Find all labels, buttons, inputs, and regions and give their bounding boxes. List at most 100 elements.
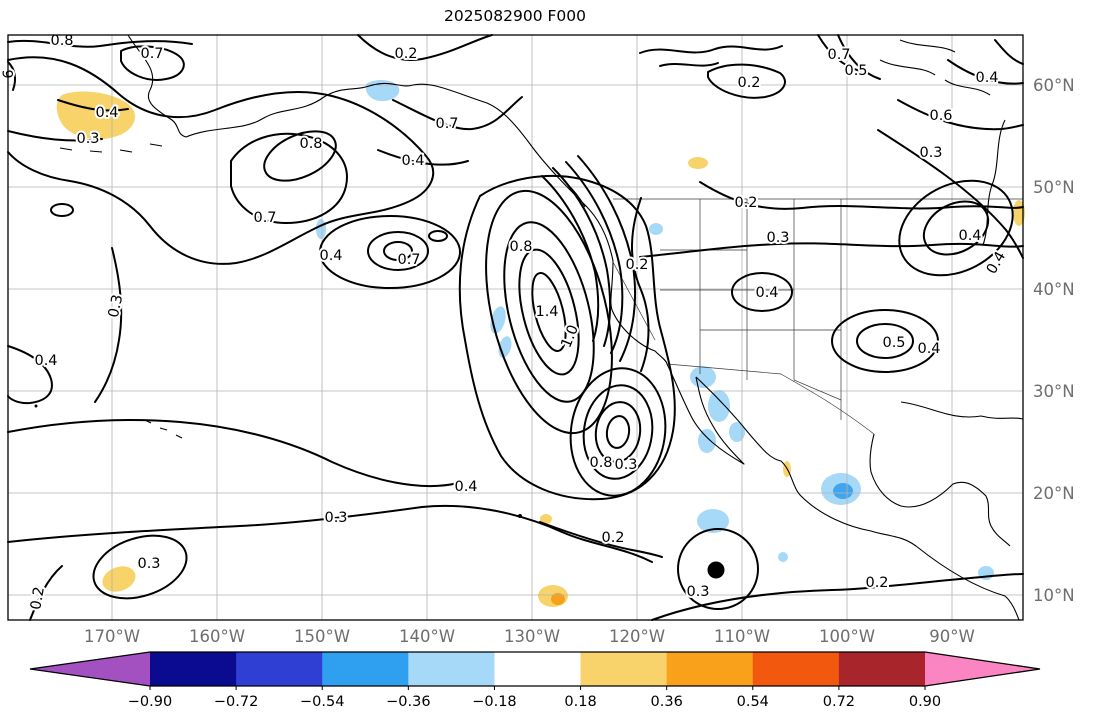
contour-labels: 0.860.7 0.20.40.3 0.80.70.40.70.4 0.70.80.2…	[0, 31, 1011, 613]
lat-tick-label: 10°N	[1033, 586, 1075, 605]
contour-label: 0.3	[766, 230, 789, 246]
gridlines	[8, 35, 1023, 620]
contour-label: 0.3	[137, 556, 160, 572]
contour-line	[458, 174, 676, 501]
contour-label: 0.7	[827, 47, 850, 63]
contour-line	[7, 39, 193, 48]
contour-label: 0.8	[50, 33, 73, 49]
contour-label: 0.2	[865, 575, 888, 591]
lat-tick-label: 60°N	[1033, 76, 1075, 95]
lon-tick-label: 170°W	[84, 627, 140, 646]
contour-line	[651, 573, 1024, 621]
coastline-mexico-pacific	[695, 376, 1020, 621]
contour-line	[631, 197, 650, 372]
shaded-region-negative	[697, 509, 729, 533]
colorbar-extend-left	[30, 652, 150, 686]
coastline-arctic-islands	[879, 39, 991, 96]
contour-line	[7, 61, 17, 91]
colorbar-tick-label: 0.18	[564, 694, 596, 710]
contour-label: 0.4	[34, 353, 57, 369]
contour-line	[357, 34, 493, 61]
contour-line	[605, 415, 631, 449]
lon-tick-label: 150°W	[294, 627, 350, 646]
contour-label: 0.2	[28, 586, 48, 611]
contour-line	[707, 63, 786, 99]
colorbar-segment	[236, 652, 323, 686]
contour-line	[50, 203, 74, 217]
contour-label: 0.2	[394, 46, 417, 62]
contour-line	[639, 242, 1024, 258]
contour-label: 0.8	[509, 239, 532, 255]
contour-label: 0.2	[737, 75, 760, 91]
colorbar-tick-label: 0.54	[737, 694, 769, 710]
contour-line	[699, 181, 1024, 210]
contour-label: 6	[1, 69, 17, 78]
shaded-region-negative	[729, 422, 745, 442]
contour-line	[7, 345, 53, 405]
contour-line	[94, 247, 123, 403]
contour-label: 0.3	[614, 457, 637, 473]
contour-line	[994, 39, 1024, 65]
contour-label: 0.7	[435, 116, 458, 132]
contour-line	[837, 34, 881, 80]
coastline-gulf-of-mexico	[869, 433, 1011, 547]
shaded-region-positive	[540, 514, 552, 524]
contour-line	[120, 45, 185, 81]
contour-line	[319, 215, 461, 289]
point-marker-dot	[707, 561, 725, 579]
colorbar-tick-label: 0.90	[909, 694, 941, 710]
contour-line	[569, 367, 667, 497]
contour-line	[594, 401, 642, 463]
contour-line	[659, 62, 719, 67]
contour-line	[7, 56, 435, 265]
colorbar-segment	[322, 652, 409, 686]
contour-line	[29, 565, 63, 621]
colorbar-tick-label: 0.72	[823, 694, 855, 710]
shaded-region-negative	[778, 552, 788, 562]
contour-line	[57, 99, 129, 112]
contour-label: 0.5	[882, 335, 905, 351]
contour-label: 0.3	[324, 510, 347, 526]
contour-label: 0.4	[454, 479, 477, 495]
lon-tick-label: 90°W	[929, 627, 975, 646]
colorbar: −0.90 −0.72 −0.54 −0.36 −0.18 0.18 0.36 0.54 0.7…	[29, 651, 1041, 710]
colorbar-segment	[752, 652, 840, 686]
lat-tick-label: 30°N	[1033, 382, 1075, 401]
contour-line	[898, 179, 1014, 277]
contour-line	[485, 189, 613, 435]
contour-label: 0.4	[319, 248, 342, 264]
contour-line	[383, 241, 413, 261]
contour-label: 0.2	[734, 195, 757, 211]
contour-line	[877, 129, 1024, 259]
colorbar-segment	[408, 652, 496, 686]
contour-line	[831, 309, 939, 373]
contour-label: 0.5	[844, 63, 867, 79]
contour-line	[817, 34, 861, 72]
shaded-region-negative	[708, 390, 730, 422]
border-us-mexico	[666, 363, 875, 435]
contour-line	[565, 161, 624, 354]
coastline-alaska-westcoast-baja	[127, 34, 745, 465]
colorbar-tick-label: −0.54	[300, 694, 344, 710]
plot-title: 2025082900 F000	[444, 7, 586, 25]
shaded-region-negative-core	[833, 483, 853, 499]
contour-line	[230, 132, 348, 224]
shaded-regions	[56, 80, 1025, 607]
lon-tick-label: 120°W	[609, 627, 665, 646]
contour-label: 0.4	[917, 341, 940, 357]
shaded-region-negative	[649, 223, 663, 235]
coastline-aleutians	[59, 143, 163, 153]
contour-label: 0.4	[755, 285, 778, 301]
contour-label: 0.8	[589, 455, 612, 471]
axis-tick-labels: 170°W 160°W 150°W 140°W 130°W 120°W 110°W 100°W…	[84, 76, 1075, 646]
colorbar-segment	[838, 652, 926, 686]
colorbar-segment	[580, 652, 668, 686]
contour-label: 0.2	[625, 257, 648, 273]
contour-line	[518, 248, 580, 376]
contour-label: 0.4	[95, 105, 118, 121]
contour-label: 0.7	[253, 210, 276, 226]
lon-tick-label: 130°W	[504, 627, 560, 646]
shaded-region-negative	[690, 366, 716, 388]
shaded-region-positive	[102, 566, 136, 592]
contour-label: 0.6	[929, 108, 952, 124]
